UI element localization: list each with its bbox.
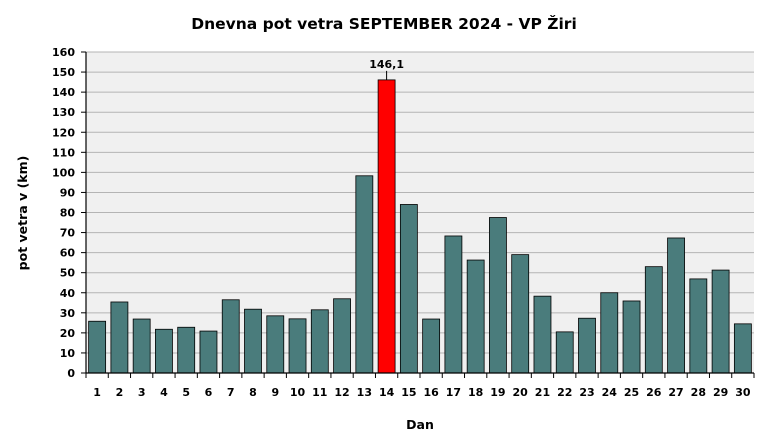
bar-day-30 xyxy=(733,323,752,374)
x-tick-label: 18 xyxy=(468,386,483,399)
y-tick-label: 120 xyxy=(52,126,75,139)
bar-day-4 xyxy=(155,328,173,374)
chart-title: Dnevna pot vetra SEPTEMBER 2024 - VP Žir… xyxy=(191,14,577,33)
x-tick-label: 22 xyxy=(557,386,572,399)
x-tick-label: 26 xyxy=(646,386,662,399)
y-tick-label: 10 xyxy=(60,347,76,360)
x-tick-label: 30 xyxy=(735,386,751,399)
y-tick-label: 40 xyxy=(60,287,76,300)
y-tick-label: 80 xyxy=(60,207,76,220)
bar-day-13 xyxy=(355,175,374,374)
x-axis-title: Dan xyxy=(406,417,434,432)
bar-day-17 xyxy=(444,235,463,374)
y-tick-label: 140 xyxy=(52,86,75,99)
x-tick-label: 7 xyxy=(227,386,235,399)
x-tick-label: 27 xyxy=(668,386,683,399)
x-tick-label: 17 xyxy=(446,386,461,399)
y-tick-label: 150 xyxy=(52,66,75,79)
bar-day-14 xyxy=(377,79,396,374)
bar-day-24 xyxy=(600,292,619,374)
y-tick-label: 50 xyxy=(60,267,76,280)
bar-day-29 xyxy=(711,269,730,374)
x-tick-label: 19 xyxy=(490,386,505,399)
bar-day-26 xyxy=(644,266,663,374)
y-tick-label: 20 xyxy=(60,327,76,340)
bar-day-19 xyxy=(489,217,507,374)
bar-day-16 xyxy=(422,318,441,374)
x-tick-label: 13 xyxy=(357,386,372,399)
x-tick-label: 5 xyxy=(182,386,190,399)
bar-day-15 xyxy=(399,204,418,374)
x-tick-label: 9 xyxy=(271,386,279,399)
bar-day-23 xyxy=(578,317,596,374)
x-tick-label: 8 xyxy=(249,386,257,399)
x-tick-label: 3 xyxy=(138,386,146,399)
x-tick-label: 11 xyxy=(312,386,327,399)
x-tick-label: 6 xyxy=(205,386,213,399)
bar-day-5 xyxy=(177,326,196,374)
x-tick-label: 28 xyxy=(691,386,706,399)
x-tick-label: 12 xyxy=(334,386,349,399)
x-tick-label: 15 xyxy=(401,386,416,399)
plot-area: 0102030405060708090100110120130140150160… xyxy=(52,46,755,399)
x-tick-label: 2 xyxy=(116,386,124,399)
y-tick-label: 100 xyxy=(52,166,75,179)
y-tick-label: 130 xyxy=(52,106,75,119)
x-tick-label: 4 xyxy=(160,386,168,399)
bar-day-6 xyxy=(199,330,218,374)
bar-day-9 xyxy=(266,315,285,374)
x-tick-label: 29 xyxy=(713,386,728,399)
y-tick-label: 0 xyxy=(67,367,75,380)
x-tick-label: 23 xyxy=(579,386,594,399)
bar-day-12 xyxy=(333,298,351,374)
bar-day-2 xyxy=(110,301,129,374)
bar-day-7 xyxy=(221,299,240,374)
bar-day-10 xyxy=(288,318,307,374)
bar-day-11 xyxy=(310,309,329,374)
bar-day-8 xyxy=(244,308,262,374)
bar-day-22 xyxy=(555,331,574,374)
x-tick-label: 20 xyxy=(513,386,529,399)
y-tick-label: 70 xyxy=(60,227,76,240)
y-axis-title: pot vetra v (km) xyxy=(15,156,30,271)
x-tick-label: 24 xyxy=(602,386,618,399)
x-tick-label: 10 xyxy=(290,386,306,399)
bar-day-20 xyxy=(511,254,530,374)
data-label: 146,1 xyxy=(369,58,404,71)
y-tick-label: 60 xyxy=(60,247,76,260)
y-tick-label: 90 xyxy=(60,186,76,199)
x-tick-label: 21 xyxy=(535,386,550,399)
bar-day-3 xyxy=(132,318,151,374)
x-tick-label: 14 xyxy=(379,386,395,399)
bar-day-28 xyxy=(689,278,708,374)
x-tick-label: 1 xyxy=(93,386,101,399)
bar-day-18 xyxy=(466,259,485,374)
y-tick-label: 30 xyxy=(60,307,76,320)
bar-day-1 xyxy=(88,320,107,374)
bar-day-27 xyxy=(667,237,685,374)
y-tick-label: 110 xyxy=(52,146,75,159)
x-tick-label: 25 xyxy=(624,386,639,399)
bar-day-21 xyxy=(533,295,552,374)
bar-day-25 xyxy=(622,300,641,374)
y-tick-label: 160 xyxy=(52,46,75,59)
x-tick-label: 16 xyxy=(423,386,439,399)
